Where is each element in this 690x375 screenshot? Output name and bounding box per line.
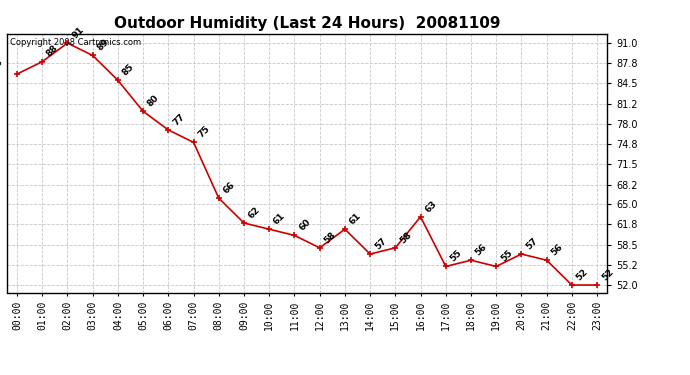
Text: 85: 85 — [121, 62, 136, 78]
Text: 56: 56 — [549, 242, 564, 258]
Text: 80: 80 — [146, 93, 161, 108]
Title: Outdoor Humidity (Last 24 Hours)  20081109: Outdoor Humidity (Last 24 Hours) 2008110… — [114, 16, 500, 31]
Text: 91: 91 — [70, 25, 86, 40]
Text: 89: 89 — [95, 38, 110, 53]
Text: 58: 58 — [398, 230, 413, 245]
Text: Copyright 2008 Cartronics.com: Copyright 2008 Cartronics.com — [10, 38, 141, 46]
Text: 56: 56 — [474, 242, 489, 258]
Text: 61: 61 — [348, 211, 363, 226]
Text: 55: 55 — [499, 249, 514, 264]
Text: 62: 62 — [247, 205, 262, 220]
Text: 55: 55 — [448, 249, 464, 264]
Text: 60: 60 — [297, 217, 313, 232]
Text: 61: 61 — [272, 211, 287, 226]
Text: 86: 86 — [0, 57, 5, 73]
Text: 63: 63 — [424, 199, 439, 214]
Text: 52: 52 — [600, 267, 615, 282]
Text: 77: 77 — [171, 112, 186, 127]
Text: 57: 57 — [373, 236, 388, 251]
Text: 52: 52 — [575, 267, 590, 282]
Text: 75: 75 — [197, 124, 212, 140]
Text: 57: 57 — [524, 236, 540, 251]
Text: 88: 88 — [45, 44, 60, 59]
Text: 66: 66 — [221, 180, 237, 195]
Text: 58: 58 — [322, 230, 337, 245]
